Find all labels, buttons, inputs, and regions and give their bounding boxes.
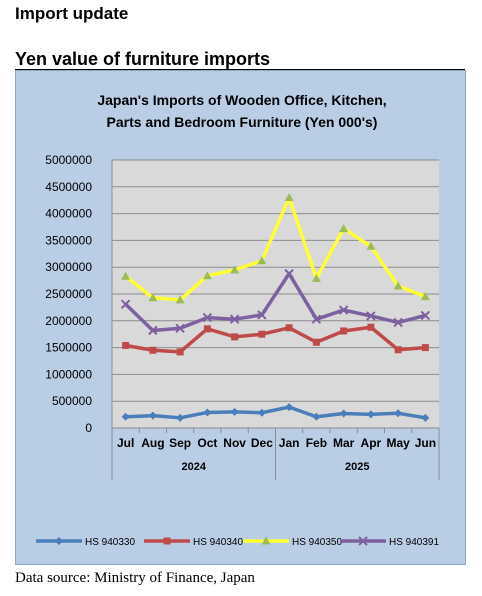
data-point-hs-940350-jan [284,193,294,202]
data-point-hs-940350-mar [339,224,349,233]
legend-label-hs-940350: HS 940350 [292,537,342,548]
x-tick-label-may: May [386,436,410,450]
series-line-hs-940391 [124,271,426,333]
y-tick-label-2000000: 2000000 [45,314,92,328]
data-point-hs-940330-dec [257,408,266,417]
x-group-label-2024: 2024 [182,461,207,473]
x-group-label-2025: 2025 [345,461,369,473]
line-chart: Japan's Imports of Wooden Office, Kitche… [36,92,440,548]
legend-marker-hs-940350 [261,536,271,545]
data-point-hs-940330-aug [148,411,157,420]
data-point-hs-940340-jun [421,344,429,352]
x-tick-label-jun: Jun [415,436,436,450]
y-tick-label-1000000: 1000000 [45,367,92,381]
data-point-hs-940330-feb [312,412,321,421]
legend-label-hs-940340: HS 940340 [193,537,243,548]
data-point-hs-940391-nov [229,314,240,324]
data-point-hs-940350-sep [175,295,185,304]
subtitle-underline [15,69,465,70]
legend-marker-hs-940330 [55,537,63,545]
data-point-hs-940340-jul [122,341,130,349]
data-point-hs-940330-oct [203,408,212,417]
data-point-hs-940391-sep [175,323,185,334]
data-point-hs-940340-aug [149,346,157,354]
data-point-hs-940330-jan [285,403,294,412]
data-point-hs-940330-apr [366,410,375,419]
data-point-hs-940350-nov [230,265,240,274]
data-point-hs-940350-jun [420,292,430,301]
data-point-hs-940391-jul [120,299,131,309]
data-point-hs-940391-oct [202,312,213,323]
x-tick-label-nov: Nov [223,436,246,450]
y-tick-label-3500000: 3500000 [45,233,92,247]
data-point-hs-940350-dec [257,256,267,265]
data-point-hs-940340-dec [258,330,266,338]
y-tick-label-4000000: 4000000 [45,207,92,221]
data-point-hs-940340-oct [203,325,211,333]
legend-marker-hs-940340 [163,537,171,545]
data-point-hs-940391-aug [148,325,158,336]
y-tick-label-5000000: 5000000 [45,153,92,167]
y-tick-label-4500000: 4500000 [45,180,92,194]
chart-subtitle: Yen value of furniture imports [15,49,271,69]
data-point-hs-940350-aug [148,293,158,302]
x-tick-label-jan: Jan [279,436,300,450]
x-tick-label-mar: Mar [333,436,355,450]
x-tick-label-oct: Oct [197,436,217,450]
data-point-hs-940391-mar [338,305,349,315]
data-point-hs-940350-feb [311,273,321,282]
data-source-note: Data source: Ministry of Finance, Japan [15,570,255,586]
section-title: Import update [15,4,129,23]
data-point-hs-940330-jun [421,413,430,422]
series-line-hs-940350 [124,195,427,302]
y-tick-label-500000: 500000 [52,394,92,408]
y-tick-label-3000000: 3000000 [45,260,92,274]
data-point-hs-940330-jul [121,412,130,421]
data-point-hs-940340-sep [176,348,184,356]
data-point-hs-940330-mar [339,409,348,418]
data-point-hs-940330-nov [230,407,239,416]
data-point-hs-940391-jun [420,310,431,321]
data-point-hs-940350-oct [202,271,212,280]
y-tick-label-2500000: 2500000 [45,287,92,301]
x-tick-label-dec: Dec [251,436,273,450]
data-point-hs-940340-may [394,346,402,354]
y-tick-label-1500000: 1500000 [45,341,92,355]
data-point-hs-940330-sep [176,413,185,422]
x-tick-label-sep: Sep [169,436,191,450]
data-point-hs-940340-jan [285,324,293,332]
x-tick-label-apr: Apr [361,436,382,450]
data-point-hs-940350-may [393,281,403,290]
chart-title-line-1: Japan's Imports of Wooden Office, Kitche… [97,92,386,108]
data-point-hs-940330-may [394,409,403,418]
data-point-hs-940340-feb [312,338,320,346]
y-tick-label-0: 0 [85,421,92,435]
data-point-hs-940391-dec [257,310,267,320]
legend-label-hs-940391: HS 940391 [389,537,439,548]
x-tick-label-aug: Aug [141,436,164,450]
series-line-hs-940340 [125,325,426,354]
x-tick-label-feb: Feb [306,436,327,450]
chart-title-line-2: Parts and Bedroom Furniture (Yen 000's) [107,114,378,130]
data-point-hs-940340-nov [231,333,239,341]
data-point-hs-940340-mar [340,327,348,335]
x-tick-label-jul: Jul [117,436,134,450]
data-point-hs-940350-jul [121,271,131,280]
chart-container: Japan's Imports of Wooden Office, Kitche… [15,70,466,565]
data-point-hs-940340-apr [367,323,375,331]
data-point-hs-940391-may [393,317,403,328]
legend-label-hs-940330: HS 940330 [85,537,135,548]
data-point-hs-940350-apr [366,241,376,250]
legend-marker-hs-940391 [358,536,368,546]
series-line-hs-940330 [125,405,426,420]
data-point-hs-940391-feb [311,314,322,324]
data-point-hs-940391-apr [366,311,376,321]
data-point-hs-940391-jan [284,268,294,279]
